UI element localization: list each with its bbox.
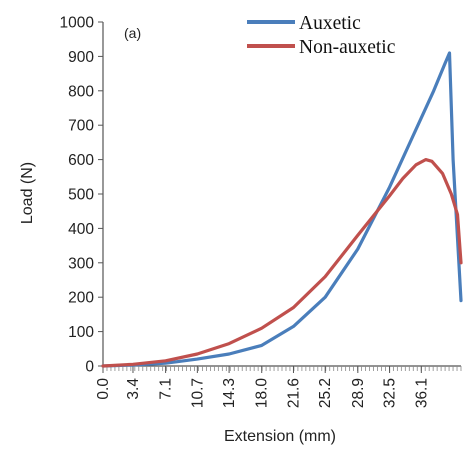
x-tick-label: 25.2: [317, 378, 334, 408]
x-tick-label: 10.7: [189, 378, 206, 408]
legend-label-non-auxetic: Non-auxetic: [299, 37, 396, 58]
y-tick-label: 200: [68, 290, 94, 307]
x-axis-label: Extension (mm): [224, 428, 336, 445]
x-tick-label: 32.5: [382, 378, 399, 408]
y-ticks: 0 100 200 300 400 500 600 700 800 900 1000: [60, 15, 103, 376]
y-tick-label: 1000: [60, 15, 95, 32]
panel-label: (a): [124, 25, 141, 41]
x-tick-label: 7.1: [158, 378, 175, 400]
y-tick-label: 100: [68, 324, 94, 341]
x-tick-label: 18.0: [254, 378, 271, 409]
legend: Auxetic Non-auxetic: [247, 13, 396, 58]
legend-label-auxetic: Auxetic: [299, 13, 361, 34]
y-tick-label: 300: [68, 255, 94, 272]
x-tick-label: 0.0: [95, 378, 112, 400]
x-minor-ticks: [102, 366, 462, 371]
x-tick-label: 14.3: [221, 378, 238, 408]
y-axis-label: Load (N): [19, 162, 36, 224]
x-tick-label: 21.6: [285, 378, 302, 408]
y-tick-label: 900: [68, 49, 94, 66]
y-tick-label: 500: [68, 187, 94, 204]
x-tick-label: 3.4: [125, 378, 142, 400]
series-group: [101, 51, 463, 368]
y-tick-label: 400: [68, 221, 94, 238]
y-tick-label: 600: [68, 152, 94, 169]
y-tick-label: 800: [68, 83, 94, 100]
x-tick-label: 28.9: [350, 378, 367, 408]
y-tick-label: 0: [85, 359, 94, 376]
series-line-auxetic: [101, 51, 463, 368]
x-tick-label: 36.1: [413, 378, 430, 408]
y-tick-label: 700: [68, 118, 94, 135]
series-line-non-auxetic: [101, 158, 463, 368]
x-ticks: 0.0 3.4 7.1 10.7 14.3 18.0 21.6 25.2 28.9 32.5 36.…: [95, 366, 430, 408]
